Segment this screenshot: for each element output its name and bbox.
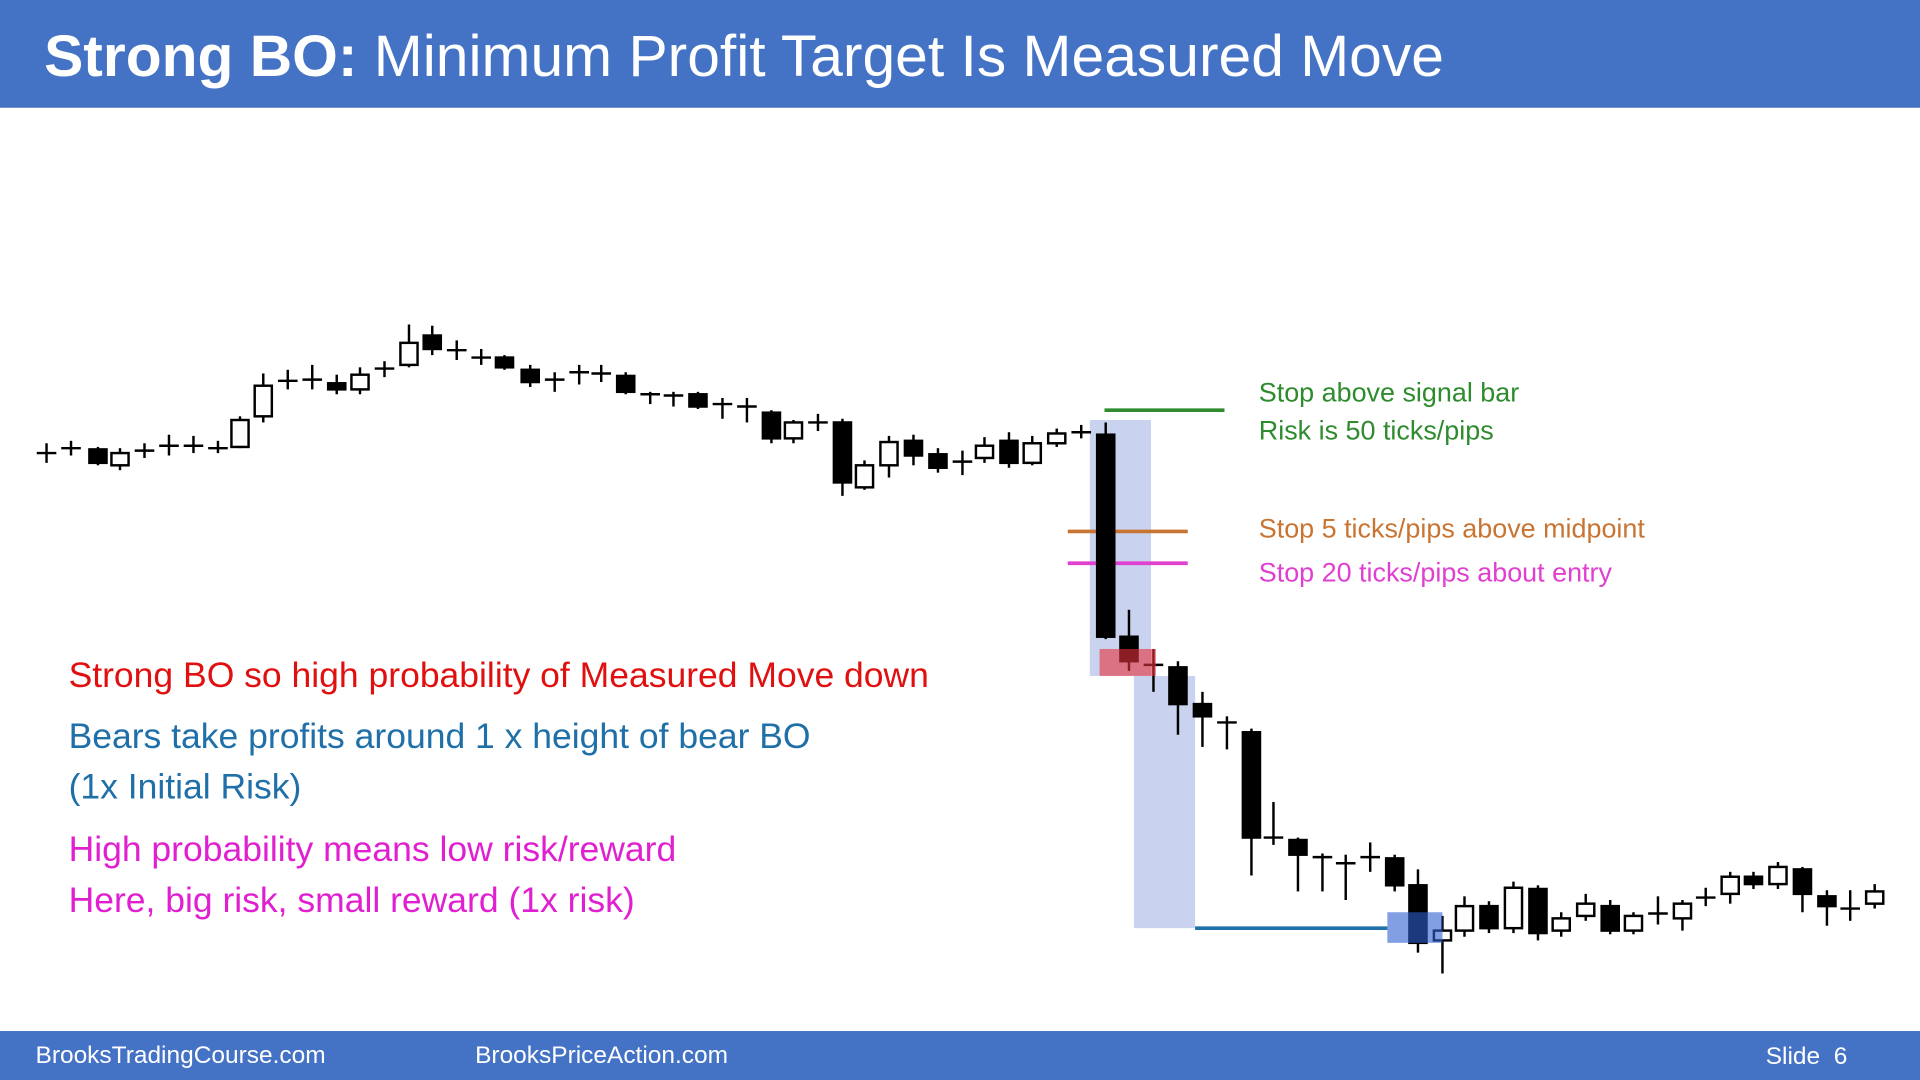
candle-body	[1168, 666, 1188, 706]
entry-box	[1099, 648, 1156, 676]
candle-body	[110, 451, 130, 467]
candle-body	[1095, 433, 1116, 638]
candle-body	[1454, 904, 1475, 932]
candle-body	[615, 374, 636, 394]
candle-body	[1503, 886, 1524, 930]
target-box	[1387, 912, 1443, 943]
footer-text: BrooksTradingCourse.com	[36, 1042, 326, 1069]
body-text: Here, big risk, small reward (1x risk)	[69, 880, 635, 920]
candle-body	[326, 382, 347, 391]
candle-body	[903, 439, 924, 457]
candle-body	[1384, 857, 1405, 887]
candle-body	[1241, 731, 1262, 839]
body-text: (1x Initial Risk)	[69, 766, 302, 806]
candle-body	[88, 448, 108, 465]
candle-body	[928, 453, 948, 469]
candles	[36, 324, 1885, 974]
candle-body	[832, 421, 853, 484]
candle-body	[761, 411, 782, 440]
candle-body	[350, 373, 370, 391]
candle-body	[399, 341, 419, 367]
candle-body	[253, 384, 274, 418]
body-text: High probability means low risk/reward	[69, 829, 677, 869]
footer-text: BrooksPriceAction.com	[475, 1042, 728, 1069]
candle-body	[1575, 902, 1596, 918]
annotation: Stop above signal bar	[1259, 378, 1519, 408]
candle-body	[230, 418, 250, 449]
candle-body	[688, 393, 708, 408]
candle-body	[1743, 875, 1764, 886]
candle-body	[1192, 702, 1213, 718]
candle-body	[1528, 887, 1548, 935]
measured-move-highlight	[1133, 675, 1196, 929]
candle-body	[1623, 914, 1644, 932]
candle-body	[783, 421, 804, 440]
candle-body	[1479, 904, 1499, 930]
candle-body	[974, 444, 995, 460]
annotation: Risk is 50 ticks/pips	[1259, 416, 1494, 446]
candle-body	[1672, 902, 1693, 920]
annotation: Stop 5 ticks/pips above midpoint	[1259, 514, 1646, 544]
candle-body	[999, 439, 1019, 465]
candle-body	[1600, 904, 1620, 932]
candle-body	[854, 464, 875, 489]
footer-bar	[0, 1031, 1920, 1080]
annotation: Stop 20 ticks/pips about entry	[1259, 558, 1613, 588]
slide-number: Slide 6	[1766, 1043, 1848, 1070]
candle-body	[879, 440, 899, 467]
highlight-boxes	[1099, 648, 1443, 943]
candle-body	[494, 356, 515, 369]
candle-body	[1022, 442, 1043, 465]
candle-body	[1720, 875, 1740, 896]
candle-body	[520, 368, 541, 384]
candle-body	[1551, 917, 1572, 932]
candle-body	[422, 334, 443, 351]
candle-body	[1864, 890, 1885, 905]
slide-title: Strong BO: Minimum Profit Target Is Meas…	[44, 24, 1444, 89]
candle-body	[1046, 432, 1067, 445]
body-text: Strong BO so high probability of Measure…	[69, 655, 929, 695]
title-rest: Minimum Profit Target Is Measured Move	[374, 24, 1444, 89]
candle-body	[1768, 865, 1788, 886]
body-text: Bears take profits around 1 x height of …	[69, 716, 811, 756]
candle-body	[1288, 838, 1308, 856]
title-bold: Strong BO:	[44, 24, 357, 89]
candle-body	[1792, 868, 1813, 896]
candle-body	[1817, 895, 1837, 908]
header-bar	[0, 0, 1920, 108]
